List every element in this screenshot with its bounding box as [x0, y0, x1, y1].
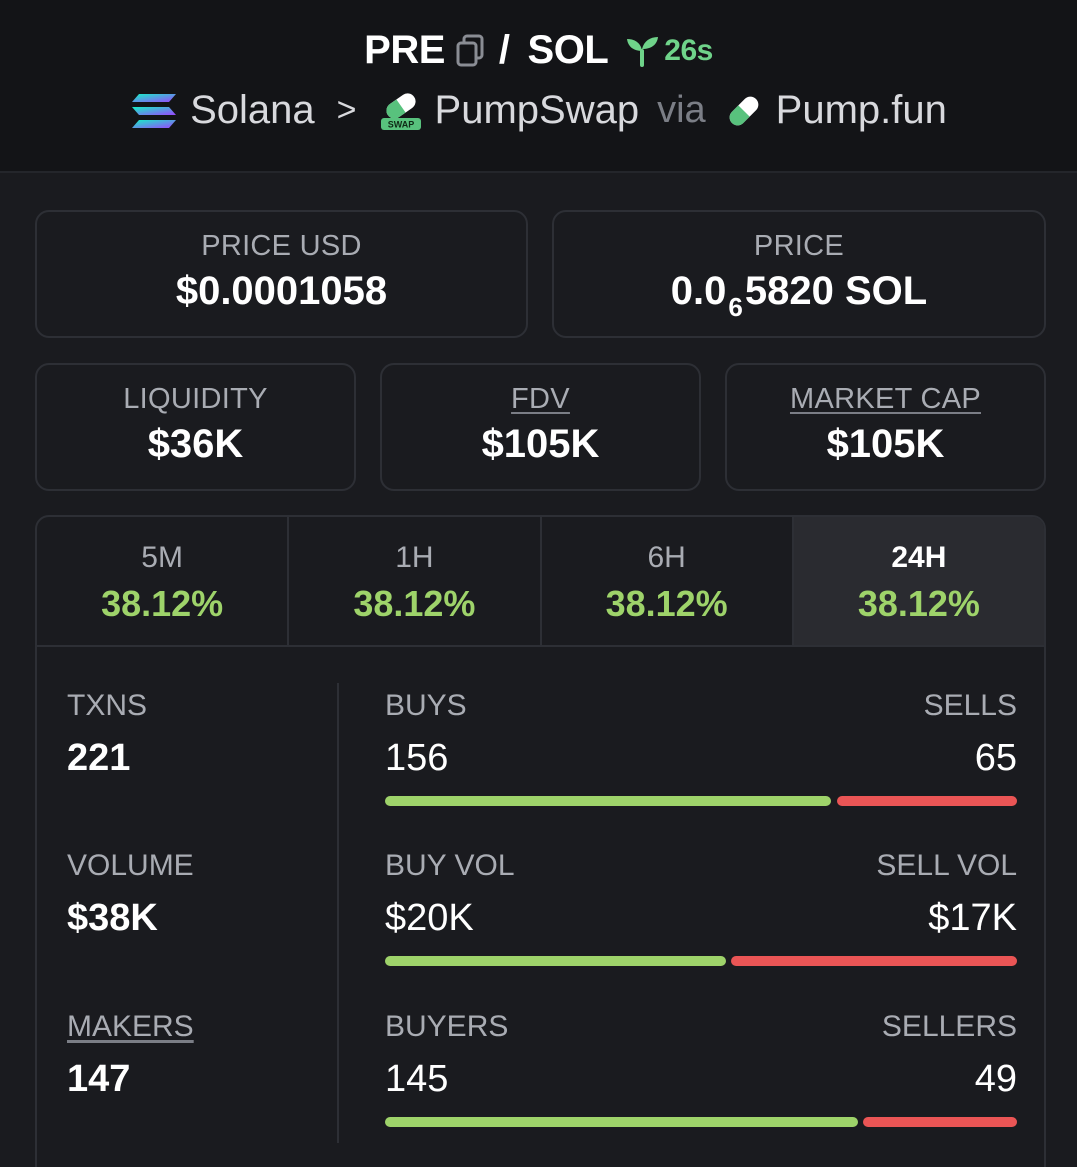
- market-cap-label[interactable]: MARKET CAP: [789, 383, 981, 415]
- sprout-icon: [627, 36, 659, 67]
- txns-value: 221: [67, 737, 131, 779]
- pair-title: PRE / SOL 26s: [0, 28, 1077, 73]
- makers-stat: MAKERS 147: [67, 1010, 194, 1101]
- volume-value: $38K: [67, 897, 158, 939]
- pair-slash: /: [498, 28, 510, 72]
- price-native-label: PRICE: [753, 230, 845, 262]
- sellers-value: 49: [974, 1058, 1017, 1100]
- buys-bar: [385, 796, 831, 806]
- buyers-ratio-bar: [385, 1117, 1017, 1127]
- pumpswap-logo-icon: SWAP: [379, 90, 423, 132]
- sells-label: SELLS: [923, 689, 1017, 722]
- fdv-label[interactable]: FDV: [511, 383, 570, 415]
- buys-value: 156: [385, 737, 449, 779]
- pair-header: PRE / SOL 26s: [0, 0, 1077, 173]
- stats-divider: [337, 683, 339, 1143]
- volume-ratio-bar: [385, 956, 1017, 966]
- makers-label[interactable]: MAKERS: [67, 1010, 194, 1043]
- quote-symbol: SOL: [527, 28, 609, 72]
- txns-stat: TXNS 221: [67, 689, 147, 780]
- price-native-card: PRICE 0.065820 SOL: [552, 210, 1046, 338]
- txns-label: TXNS: [67, 689, 148, 722]
- sell-vol-label: SELL VOL: [876, 849, 1017, 882]
- price-usd-value: $0.0001058: [175, 269, 388, 313]
- liquidity-label: LIQUIDITY: [123, 383, 268, 415]
- tab-change: 38.12%: [353, 583, 476, 624]
- sells-value: 65: [974, 737, 1017, 779]
- pumpswap-badge-text: SWAP: [387, 119, 414, 129]
- tab-1h[interactable]: 1H 38.12%: [289, 517, 542, 645]
- sell-vol-bar: [731, 956, 1017, 966]
- buyers-bar: [385, 1117, 858, 1127]
- sellers-label: SELLERS: [881, 1010, 1017, 1043]
- buyers-value: 145: [385, 1058, 449, 1100]
- buys-sells-stat: BUYS SELLS 156 65: [385, 689, 1017, 806]
- price-native-suffix: 5820 SOL: [744, 269, 928, 313]
- price-native-zero-count: 6: [728, 292, 743, 322]
- base-symbol: PRE: [364, 28, 445, 72]
- sell-vol-value: $17K: [928, 897, 1017, 939]
- tab-label: 5M: [141, 541, 183, 574]
- buy-vol-label: BUY VOL: [385, 849, 515, 882]
- tab-5m[interactable]: 5M 38.12%: [37, 517, 290, 645]
- tab-24h[interactable]: 24H 38.12%: [793, 517, 1044, 645]
- price-native-value: 0.065820 SOL: [554, 269, 1044, 323]
- sells-bar: [837, 796, 1017, 806]
- fdv-value: $105K: [481, 422, 600, 466]
- pumpfun-pill-icon: [724, 91, 764, 131]
- breadcrumb: Solana > SWAP PumpSwap via Pump.fun: [0, 88, 1077, 133]
- launchpad-link[interactable]: Pump.fun: [775, 88, 947, 132]
- price-usd-label: PRICE USD: [201, 230, 362, 262]
- tab-change: 38.12%: [605, 583, 728, 624]
- tab-label: 24H: [891, 541, 947, 574]
- liquidity-value: $36K: [147, 422, 244, 466]
- buys-sells-ratio-bar: [385, 796, 1017, 806]
- tab-label: 1H: [395, 541, 434, 574]
- stats-panel: TXNS 221 VOLUME $38K MAKERS 147 BUYS SEL…: [35, 647, 1046, 1167]
- buy-vol-bar: [385, 956, 726, 966]
- market-cap-card: MARKET CAP $105K: [725, 363, 1046, 491]
- tab-change: 38.12%: [101, 583, 224, 624]
- copy-icon[interactable]: [455, 34, 485, 68]
- via-label: via: [657, 89, 706, 131]
- dex-link[interactable]: PumpSwap: [434, 88, 640, 132]
- tab-change: 38.12%: [857, 583, 980, 624]
- fdv-card: FDV $105K: [380, 363, 701, 491]
- volume-stat: VOLUME $38K: [67, 849, 194, 940]
- pair-age: 26s: [664, 33, 713, 67]
- tab-label: 6H: [647, 541, 686, 574]
- market-cap-value: $105K: [826, 422, 945, 466]
- pair-age-badge: 26s: [624, 34, 713, 68]
- chain-link[interactable]: Solana: [190, 88, 315, 132]
- makers-value: 147: [67, 1058, 131, 1100]
- buys-label: BUYS: [385, 689, 467, 722]
- solana-logo-icon: [130, 92, 178, 130]
- volume-label: VOLUME: [67, 849, 194, 882]
- buy-sell-volume-stat: BUY VOL SELL VOL $20K $17K: [385, 849, 1017, 966]
- buyers-label: BUYERS: [385, 1010, 509, 1043]
- tab-6h[interactable]: 6H 38.12%: [542, 517, 794, 645]
- chevron-right-icon: >: [336, 91, 357, 129]
- buy-vol-value: $20K: [385, 897, 474, 939]
- timeframe-tabs: 5M 38.12% 1H 38.12% 6H 38.12% 24H 38.12%: [35, 515, 1046, 647]
- buyers-sellers-stat: BUYERS SELLERS 145 49: [385, 1010, 1017, 1127]
- price-usd-card: PRICE USD $0.0001058: [35, 210, 528, 338]
- price-native-prefix: 0.0: [670, 269, 727, 313]
- liquidity-card: LIQUIDITY $36K: [35, 363, 356, 491]
- sellers-bar: [863, 1117, 1017, 1127]
